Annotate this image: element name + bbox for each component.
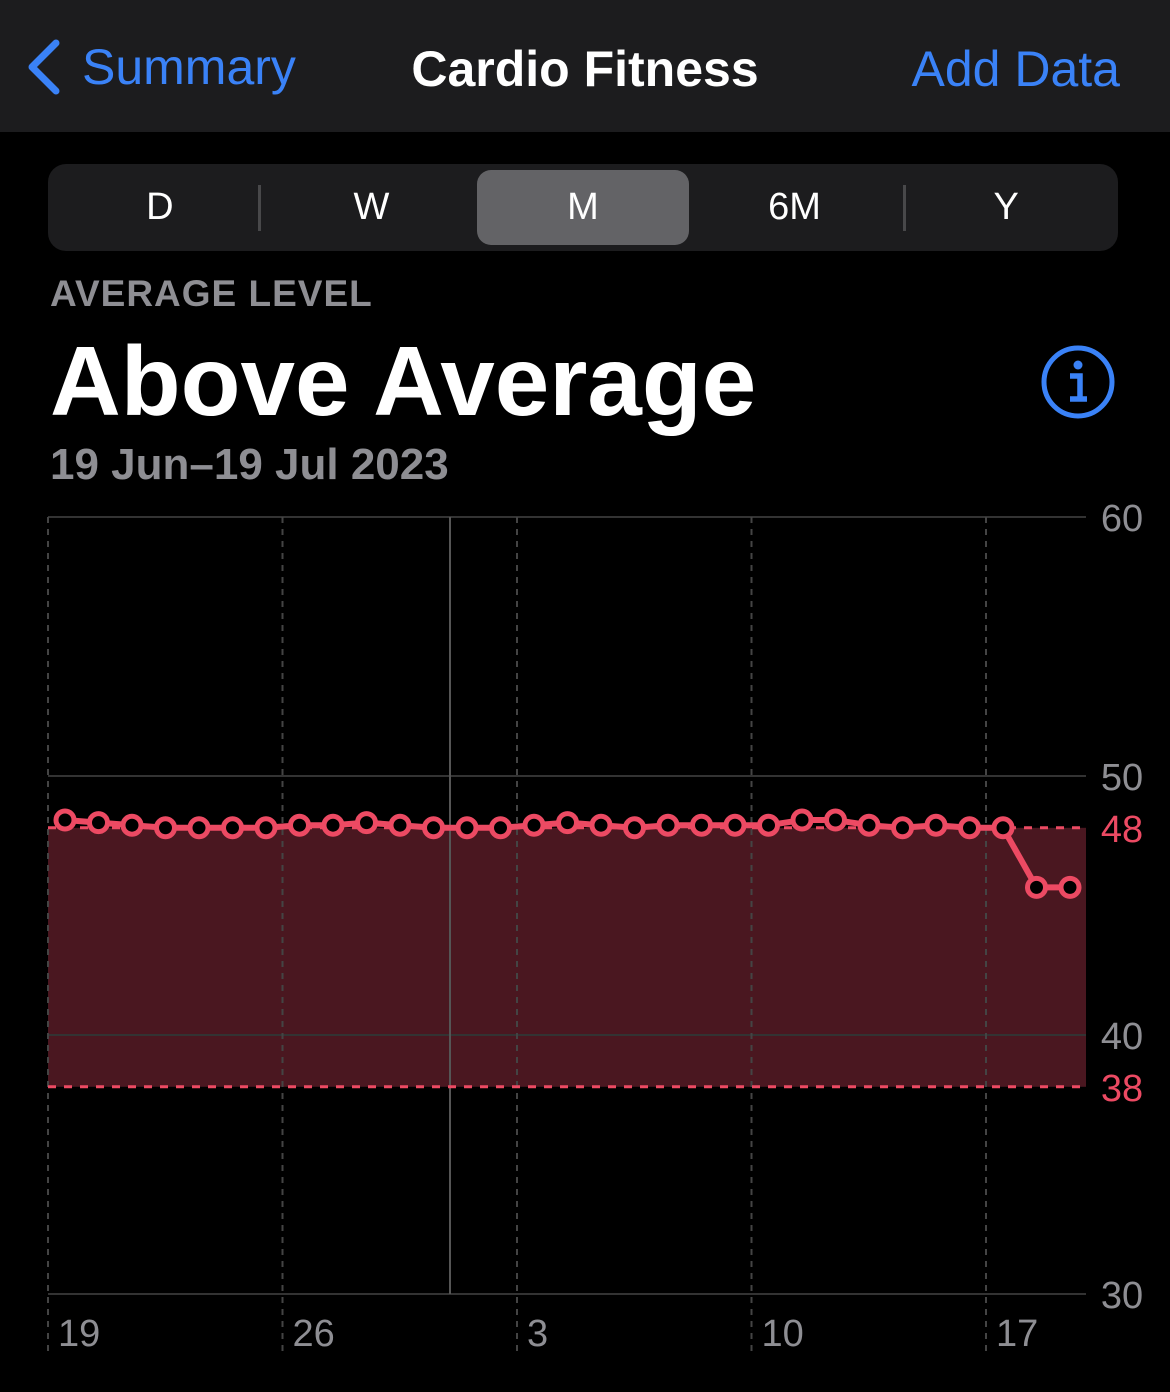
data-point (857, 813, 881, 837)
data-point (958, 816, 981, 840)
segment-year[interactable]: Y (993, 186, 1019, 228)
y-tick-label: 40 (1101, 1016, 1143, 1058)
chevron-left-icon (28, 39, 60, 95)
data-point (891, 816, 914, 840)
data-point (924, 813, 948, 837)
data-point (321, 813, 345, 837)
segment-divider (258, 185, 261, 231)
back-button[interactable]: Summary (26, 38, 296, 96)
segment-6-months[interactable]: 6M (768, 186, 821, 228)
back-label: Summary (82, 39, 296, 95)
range-boundary-label: 38 (1101, 1068, 1143, 1110)
cardio-fitness-chart: 30 40 50 60 19 26 3 10 17 48 38 (47, 500, 1143, 1357)
data-point (991, 816, 1015, 840)
data-point (455, 816, 479, 840)
segment-divider (903, 185, 906, 231)
data-point (288, 813, 311, 837)
y-tick-label: 30 (1101, 1275, 1143, 1317)
add-data-button[interactable]: Add Data (911, 41, 1120, 97)
data-point (1058, 875, 1082, 899)
segment-day[interactable]: D (146, 186, 174, 228)
data-point (522, 813, 546, 837)
data-point (589, 813, 613, 837)
page-title: Cardio Fitness (411, 41, 759, 97)
nav-bar: Summary Cardio Fitness Add Data (0, 0, 1170, 132)
average-level-value: Above Average (50, 326, 757, 436)
data-point (1025, 875, 1048, 899)
normal-range-band (48, 827, 1086, 1087)
data-point (388, 813, 412, 837)
data-point (120, 813, 144, 837)
y-tick-label: 50 (1101, 757, 1143, 799)
x-tick-label: 3 (527, 1313, 548, 1355)
data-point (87, 811, 110, 835)
data-point (757, 813, 780, 837)
data-point (355, 811, 378, 835)
info-icon (1041, 345, 1115, 419)
x-tick-label: 19 (58, 1313, 100, 1355)
x-tick-label: 17 (996, 1313, 1038, 1355)
data-point (187, 816, 211, 840)
data-point (53, 808, 77, 832)
data-point (790, 808, 814, 832)
data-point (221, 816, 244, 840)
data-point (422, 816, 445, 840)
data-point (154, 816, 177, 840)
data-point (690, 813, 713, 837)
range-boundary-label: 48 (1101, 809, 1143, 851)
segment-month[interactable]: M (477, 170, 689, 245)
average-level-label: AVERAGE LEVEL (50, 273, 373, 314)
x-tick-label: 26 (293, 1313, 335, 1355)
x-tick-label: 10 (762, 1313, 804, 1355)
data-point (254, 816, 278, 840)
info-button[interactable] (1040, 344, 1116, 425)
data-point (489, 816, 512, 840)
data-point (824, 808, 847, 832)
date-range: 19 Jun–19 Jul 2023 (50, 440, 449, 489)
time-range-segmented-control: D W M 6M Y (48, 164, 1118, 251)
data-point (556, 811, 579, 835)
data-point (623, 816, 646, 840)
data-point (723, 813, 747, 837)
y-tick-label: 60 (1101, 500, 1143, 540)
segment-week[interactable]: W (353, 186, 390, 228)
data-point (656, 813, 680, 837)
